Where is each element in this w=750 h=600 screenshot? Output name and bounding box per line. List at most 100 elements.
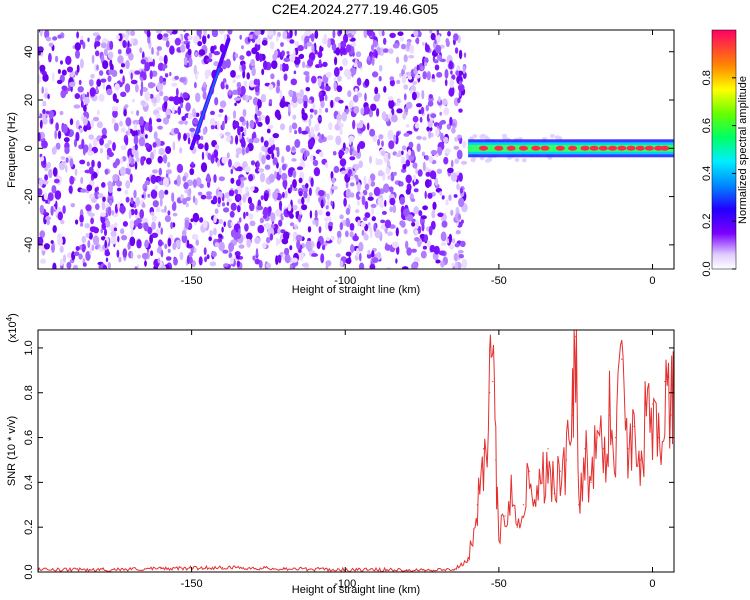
noise-blob [50, 240, 54, 244]
noise-blob [258, 168, 265, 173]
slanted-streak-core [195, 67, 221, 135]
noise-blob [302, 61, 306, 69]
noise-blob [223, 221, 226, 228]
noise-blob [289, 39, 295, 44]
noise-blob [172, 141, 176, 151]
noise-blob [147, 193, 151, 198]
noise-blob [301, 130, 308, 135]
noise-blob [214, 242, 220, 248]
noise-blob [206, 58, 213, 63]
noise-blob [368, 224, 372, 234]
noise-blob [48, 168, 53, 179]
noise-blob [128, 209, 132, 219]
noise-blob [144, 187, 147, 192]
noise-blob [173, 95, 180, 106]
noise-blob [165, 146, 172, 154]
noise-blob [301, 204, 308, 211]
noise-blob [457, 70, 464, 76]
noise-blob [141, 194, 145, 199]
noise-blob [293, 49, 296, 59]
noise-blob [333, 77, 337, 82]
noise-blob [325, 262, 329, 269]
noise-blob [121, 63, 125, 68]
noise-blob [263, 140, 269, 148]
noise-blob [233, 97, 241, 101]
snr-point [627, 448, 629, 450]
noise-blob [267, 30, 273, 37]
noise-blob [115, 98, 119, 104]
noise-blob [232, 110, 237, 119]
noise-blob [363, 175, 367, 186]
spectrogram-x-axis-label: Height of straight line (km) [292, 284, 420, 296]
noise-blob [45, 110, 50, 115]
noise-blob [101, 200, 106, 211]
noise-blob [82, 262, 87, 267]
noise-blob [405, 240, 409, 250]
noise-blob [429, 244, 436, 253]
noise-blob [456, 183, 460, 191]
noise-blob [352, 170, 355, 178]
y-tick-label: -20 [23, 189, 35, 205]
noise-blob [82, 116, 88, 126]
noise-blob [294, 130, 298, 135]
noise-blob [335, 47, 341, 56]
noise-blob [62, 254, 67, 263]
noise-blob [320, 253, 325, 264]
noise-blob [384, 244, 391, 251]
noise-blob [248, 138, 254, 145]
noise-blob [396, 79, 401, 85]
noise-blob [88, 134, 94, 140]
snr-point [541, 481, 543, 483]
noise-blob [179, 147, 183, 154]
noise-blob [438, 121, 443, 130]
noise-blob [448, 233, 453, 243]
noise-blob [112, 174, 119, 182]
noise-blob [156, 118, 162, 123]
noise-blob [308, 117, 312, 127]
noise-blob [385, 165, 390, 175]
noise-blob [226, 152, 230, 159]
noise-blob [406, 214, 414, 222]
noise-blob [163, 157, 167, 164]
noise-blob [244, 127, 247, 137]
noise-blob [228, 158, 232, 168]
noise-blob [429, 30, 433, 34]
noise-blob [269, 41, 275, 50]
noise-blob [333, 67, 340, 77]
noise-blob [312, 159, 319, 167]
noise-blob [338, 99, 344, 104]
noise-blob [134, 208, 138, 216]
noise-blob [396, 108, 403, 114]
noise-blob [413, 30, 419, 38]
noise-blob [457, 97, 461, 104]
noise-blob [235, 135, 239, 145]
noise-blob [341, 111, 347, 122]
noise-blob [325, 162, 329, 169]
noise-blob [403, 228, 408, 235]
noise-blob [102, 196, 106, 202]
noise-blob [374, 86, 379, 95]
noise-blob [320, 47, 324, 52]
noise-blob [241, 139, 246, 149]
noise-blob [376, 108, 380, 117]
noise-blob [306, 41, 312, 47]
noise-blob [236, 166, 243, 172]
noise-blob [389, 76, 395, 81]
noise-blob [234, 74, 241, 79]
noise-blob [74, 42, 82, 51]
noise-blob [230, 168, 234, 175]
noise-blob [402, 163, 407, 170]
noise-blob [138, 136, 146, 147]
noise-blob [90, 217, 94, 225]
noise-blob [125, 47, 132, 55]
noise-blob [96, 35, 101, 41]
noise-blob [413, 206, 420, 215]
noise-blob [263, 192, 269, 202]
noise-blob [165, 169, 172, 175]
noise-blob [388, 99, 395, 109]
noise-blob [391, 241, 399, 249]
noise-blob [178, 120, 185, 125]
noise-blob [246, 72, 250, 80]
noise-blob [388, 48, 394, 54]
